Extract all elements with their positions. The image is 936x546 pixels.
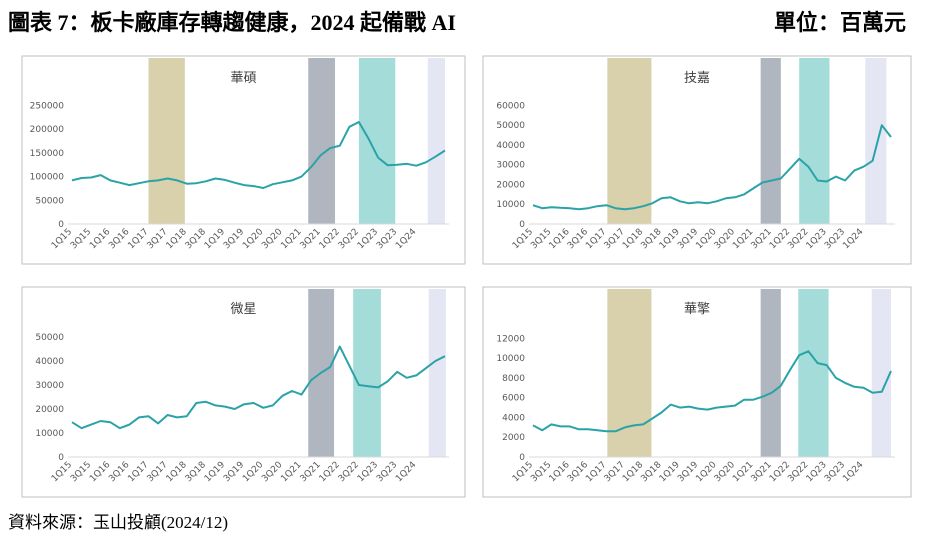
x-tick-label: 1Q21 [279,460,303,484]
unit: 單位：百萬元 [774,10,906,35]
x-tick-label: 1Q20 [241,460,265,484]
y-tick-label: 50000 [35,333,64,343]
y-tick-label: 40000 [35,357,64,367]
y-tick-label: 30000 [35,381,64,391]
y-tick-label: 50000 [496,121,525,131]
y-tick-label: 30000 [496,161,525,171]
highlight-band [148,58,185,224]
highlight-band [760,289,781,457]
y-tick-label: 12000 [496,334,525,344]
source: 資料來源：玉山投顧(2024/12) [8,513,228,532]
x-tick-label: 1Q18 [165,460,189,484]
series-line [532,350,892,433]
x-tick-label: 3Q17 [146,227,170,251]
panel-frame [482,286,912,498]
x-tick-label: 3Q15 [69,460,93,484]
x-tick-label: 1Q16 [88,460,112,484]
panel-frame [21,55,466,265]
x-tick-label: 1Q15 [50,460,74,484]
x-tick-label: 1Q23 [356,227,380,251]
y-tick-label: 50000 [35,196,64,206]
x-tick-label: 1Q17 [126,227,150,251]
y-tick-label: 200000 [30,125,65,135]
x-tick-label: 3Q21 [299,460,323,484]
y-tick-label: 250000 [30,101,65,111]
x-tick-label: 3Q23 [375,460,399,484]
x-tick-label: 3Q16 [107,460,131,484]
x-tick-label: 1Q24 [394,227,418,251]
y-tick-label: 6000 [502,394,525,404]
x-tick-label: 3Q18 [184,460,208,484]
panel-frame [482,55,912,265]
x-tick-label: 1Q19 [203,227,227,251]
chart-title: 微星 [230,302,256,317]
figure-title: 圖表 7：板卡廠庫存轉趨健康，2024 起備戰 AI [8,10,456,35]
x-tick-label: 3Q16 [107,227,131,251]
highlight-band [799,58,830,224]
x-tick-label: 3Q18 [184,227,208,251]
highlight-band [760,58,781,224]
x-tick-label: 1Q23 [356,460,380,484]
x-tick-label: 1Q22 [318,227,342,251]
y-tick-label: 20000 [35,405,64,415]
x-tick-label: 3Q23 [375,227,399,251]
x-tick-label: 1Q24 [841,227,865,251]
highlight-band [607,289,652,457]
highlight-band [865,58,887,224]
x-tick-label: 1Q24 [394,460,418,484]
x-tick-label: 3Q20 [260,227,284,251]
y-tick-label: 20000 [496,180,525,190]
highlight-band [353,289,381,457]
series-line [532,124,892,211]
x-tick-label: 3Q20 [260,460,284,484]
y-tick-label: 2000 [502,433,525,443]
highlight-band [428,289,446,457]
x-tick-label: 1Q24 [841,460,865,484]
chart-title: 華碩 [230,71,256,86]
y-tick-label: 60000 [496,101,525,111]
series-line [71,121,446,189]
x-tick-label: 1Q21 [279,227,303,251]
x-tick-label: 1Q15 [50,227,74,251]
x-tick-label: 3Q17 [146,460,170,484]
x-tick-label: 1Q17 [126,460,150,484]
x-tick-label: 1Q18 [165,227,189,251]
y-tick-label: 150000 [30,149,65,159]
chart-title: 華擎 [684,302,710,317]
x-tick-label: 3Q15 [69,227,93,251]
y-tick-label: 0 [519,220,525,230]
highlight-band [358,58,396,224]
y-tick-label: 8000 [502,374,525,384]
highlight-band [308,58,336,224]
y-tick-label: 40000 [496,141,525,151]
y-tick-label: 100000 [30,173,65,183]
y-tick-label: 0 [519,453,525,463]
highlight-band [798,289,829,457]
highlight-band [871,289,891,457]
y-tick-label: 4000 [502,413,525,423]
chart-title: 技嘉 [684,71,710,86]
y-tick-label: 0 [58,220,64,230]
x-tick-label: 1Q16 [88,227,112,251]
x-tick-label: 3Q21 [299,227,323,251]
y-tick-label: 10000 [496,354,525,364]
x-tick-label: 1Q20 [241,227,265,251]
series-line [71,345,446,430]
y-tick-label: 10000 [35,429,64,439]
x-tick-label: 1Q19 [203,460,227,484]
x-tick-label: 3Q19 [222,460,246,484]
x-tick-label: 1Q22 [318,460,342,484]
y-tick-label: 10000 [496,200,525,210]
panel-frame [21,286,466,498]
highlight-band [427,58,445,224]
y-tick-label: 0 [58,453,64,463]
x-tick-label: 3Q22 [337,460,361,484]
x-tick-label: 3Q19 [222,227,246,251]
x-tick-label: 3Q22 [337,227,361,251]
highlight-band [607,58,652,224]
